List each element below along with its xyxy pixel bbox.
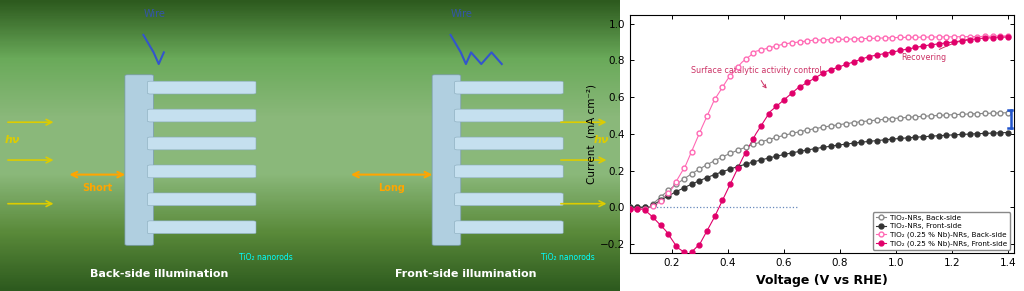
Text: Wire: Wire [451,9,472,19]
FancyBboxPatch shape [455,221,563,234]
FancyBboxPatch shape [455,109,563,122]
FancyBboxPatch shape [455,165,563,178]
Text: Long: Long [378,183,404,193]
FancyBboxPatch shape [147,137,256,150]
Text: Front-side illumination: Front-side illumination [395,269,537,279]
Text: hν: hν [5,135,20,145]
FancyBboxPatch shape [147,109,256,122]
Y-axis label: Current  (mA cm⁻²): Current (mA cm⁻²) [587,84,597,184]
Text: TiO₂ nanorods: TiO₂ nanorods [542,253,595,262]
FancyBboxPatch shape [455,193,563,206]
Legend: TiO₂-NRs, Back-side, TiO₂-NRs, Front-side, TiO₂ (0.25 % Nb)-NRs, Back-side, TiO₂: TiO₂-NRs, Back-side, TiO₂-NRs, Front-sid… [872,212,1010,250]
FancyBboxPatch shape [147,165,256,178]
Text: Surface catalytic activity control: Surface catalytic activity control [691,66,822,88]
Bar [620,0,1024,291]
FancyBboxPatch shape [432,75,461,245]
X-axis label: Voltage (V vs RHE): Voltage (V vs RHE) [756,274,888,287]
FancyBboxPatch shape [147,193,256,206]
Text: Recovering: Recovering [902,37,972,63]
FancyBboxPatch shape [125,75,154,245]
Text: Short: Short [82,183,113,193]
Text: TiO₂ nanorods: TiO₂ nanorods [240,253,293,262]
FancyBboxPatch shape [147,81,256,94]
Text: Back-side illumination: Back-side illumination [89,269,228,279]
Text: Wire: Wire [143,9,165,19]
FancyBboxPatch shape [147,221,256,234]
Text: hν: hν [594,135,609,145]
FancyBboxPatch shape [455,81,563,94]
FancyBboxPatch shape [455,137,563,150]
